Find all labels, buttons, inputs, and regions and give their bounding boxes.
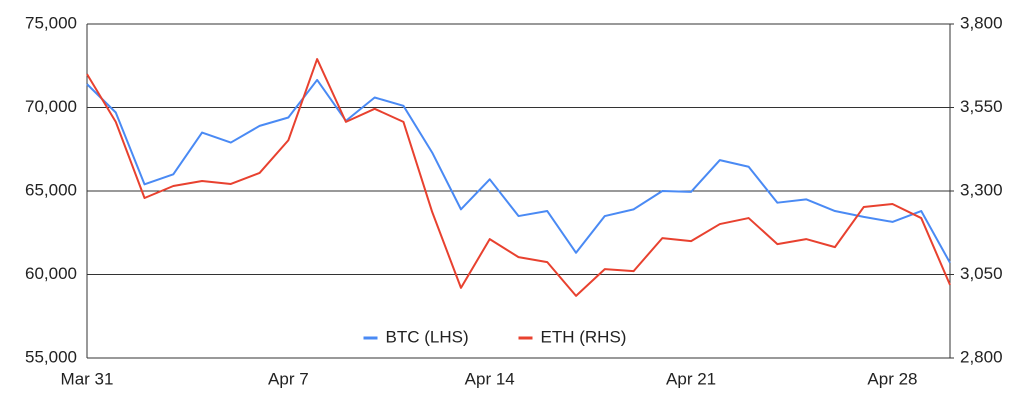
x-tick-label: Apr 14 [465, 369, 515, 388]
y2-tick-label: 3,300 [960, 180, 1003, 199]
y2-tick-label: 3,050 [960, 264, 1003, 283]
y-tick-label: 70,000 [25, 97, 77, 116]
legend-label: BTC (LHS) [386, 327, 469, 346]
x-tick-label: Mar 31 [61, 369, 114, 388]
x-tick-label: Apr 7 [268, 369, 309, 388]
x-tick-label: Apr 28 [867, 369, 917, 388]
y-tick-label: 55,000 [25, 347, 77, 366]
y-tick-label: 65,000 [25, 180, 77, 199]
x-tick-label: Apr 21 [666, 369, 716, 388]
legend-label: ETH (RHS) [541, 327, 627, 346]
y2-tick-label: 3,800 [960, 13, 1003, 32]
y-tick-label: 75,000 [25, 13, 77, 32]
line-series [86, 78, 951, 264]
y-tick-label: 60,000 [25, 264, 77, 283]
y2-tick-label: 3,550 [960, 97, 1003, 116]
line-series [86, 58, 951, 297]
y2-tick-label: 2,800 [960, 347, 1003, 366]
